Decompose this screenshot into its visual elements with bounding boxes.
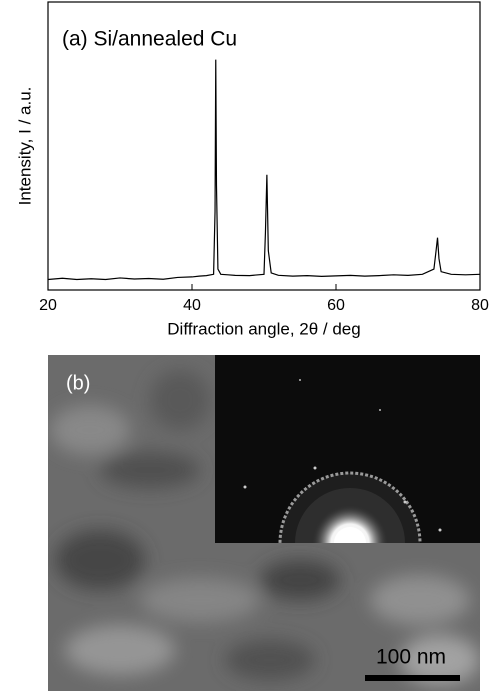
tem-image: (b) 100 nm bbox=[48, 355, 480, 691]
y-axis-label: Intensity, I / a.u. bbox=[15, 87, 34, 206]
xrd-line bbox=[47, 59, 481, 281]
x-tick-label: 20 bbox=[39, 297, 57, 314]
scale-bar bbox=[365, 675, 460, 681]
x-tick-label: 60 bbox=[327, 297, 345, 314]
x-axis-label: Diffraction angle, 2θ / deg bbox=[167, 319, 360, 338]
x-tick-label: 80 bbox=[471, 297, 489, 314]
diffraction-inset bbox=[215, 355, 480, 543]
scale-bar-label: 100 nm bbox=[376, 646, 446, 669]
x-tick-label: 40 bbox=[183, 297, 201, 314]
plot-frame bbox=[47, 1, 481, 291]
panel-label: (b) bbox=[66, 372, 90, 394]
panel-annotation: (a) Si/annealed Cu bbox=[62, 28, 237, 51]
